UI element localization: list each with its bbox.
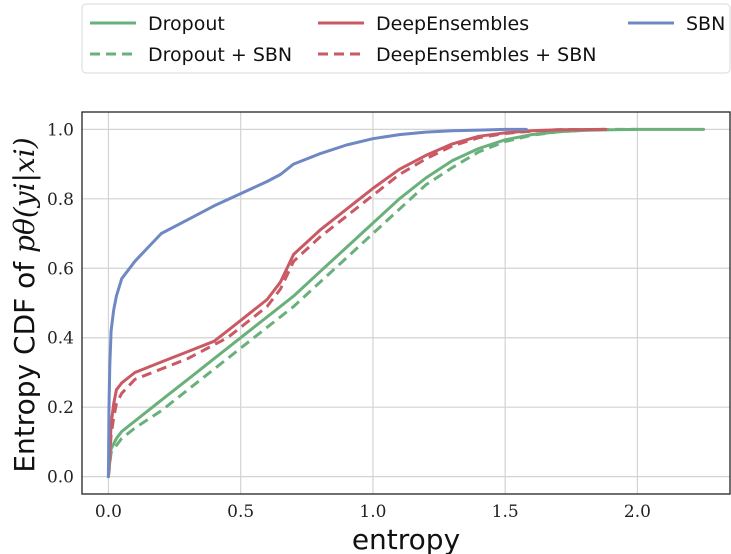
y-tick-label: 0.2 xyxy=(47,398,74,418)
legend-label: Dropout + SBN xyxy=(148,44,292,66)
series-line-deepensembles-sbn xyxy=(106,127,606,477)
y-axis-label: Entropy CDF of pθ(yi|xi) xyxy=(8,137,41,472)
legend-label: Dropout xyxy=(148,13,225,35)
plot-background xyxy=(82,112,730,494)
x-tick-label: 1.5 xyxy=(492,502,519,522)
plot-frame xyxy=(81,111,731,495)
svg-text:Entropy CDF of pθ(yi|xi): Entropy CDF of pθ(yi|xi) xyxy=(8,137,41,472)
x-tick-label: 1.0 xyxy=(359,502,386,522)
x-tick-label: 0.0 xyxy=(95,502,122,522)
y-tick-label: 0.4 xyxy=(47,329,74,349)
y-tick-label: 1.0 xyxy=(47,120,74,140)
series-line-dropout-sbn xyxy=(106,127,638,477)
y-tick-label: 0.0 xyxy=(47,468,74,488)
x-tick-label: 0.5 xyxy=(227,502,254,522)
x-tick-label: 2.0 xyxy=(624,502,651,522)
y-tick-label: 0.6 xyxy=(47,259,74,279)
y-axis-label-text: Entropy CDF of xyxy=(8,253,41,473)
plot-area: 0.0 0.5 1.0 1.5 2.0 0.0 0.2 0.4 0.6 0.8 1.0 xyxy=(47,111,731,522)
y-tick-label: 0.8 xyxy=(47,190,74,210)
legend-label: DeepEnsembles + SBN xyxy=(376,44,596,66)
x-axis-label: entropy xyxy=(352,523,460,554)
series-line-sbn xyxy=(106,127,528,479)
y-axis-label-math: pθ(yi|xi) xyxy=(8,137,41,253)
legend: Dropout Dropout + SBN DeepEnsembles DeepEns… xyxy=(81,3,731,74)
legend-label: SBN xyxy=(686,13,725,35)
legend-label: DeepEnsembles xyxy=(376,13,529,35)
legend-frame xyxy=(81,3,731,74)
